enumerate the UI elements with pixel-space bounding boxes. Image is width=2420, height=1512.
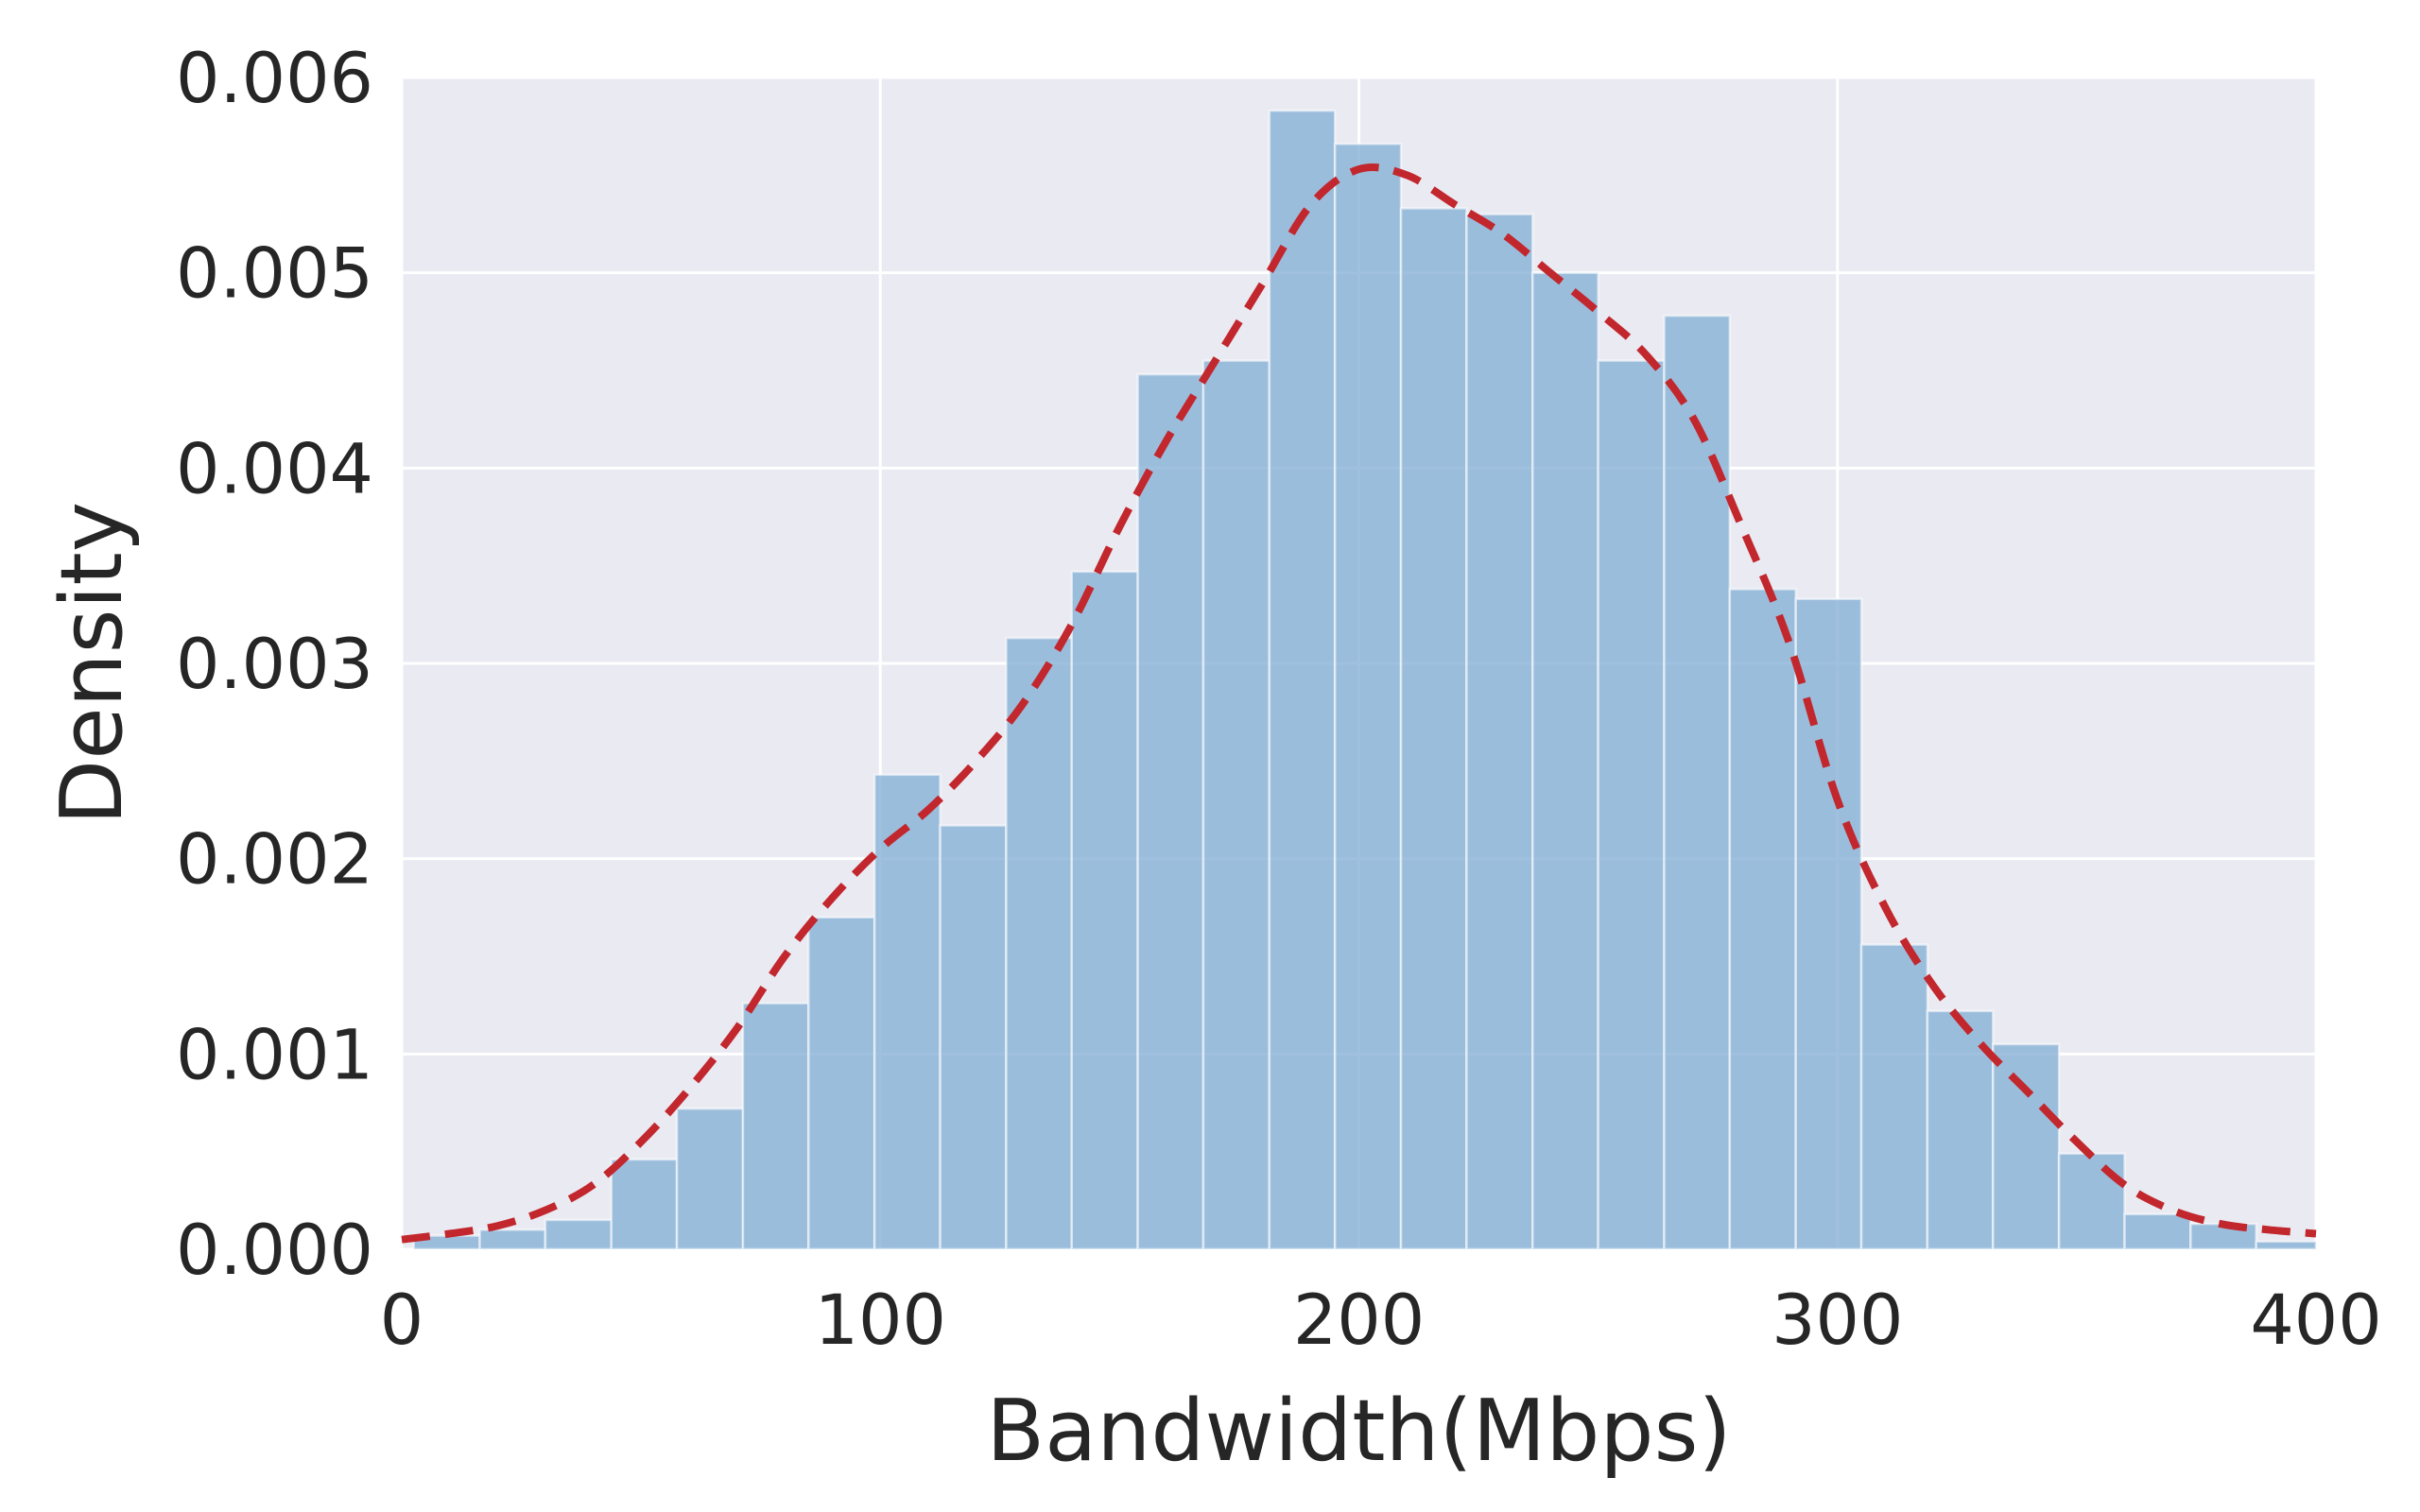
histogram-bar	[1992, 1042, 2061, 1251]
histogram-bar	[1333, 143, 1403, 1251]
histogram-bar	[1399, 207, 1468, 1251]
histogram-bar	[1201, 359, 1271, 1251]
histogram-bar	[939, 824, 1008, 1251]
histogram-bar	[1465, 213, 1534, 1251]
histogram-bar	[1531, 271, 1599, 1251]
x-tick-labels: 0 100 200 300 400	[380, 1280, 2382, 1361]
y-tick-label: 0.004	[176, 429, 373, 509]
y-tick-label: 0.003	[176, 625, 373, 705]
histogram-bar	[1070, 570, 1139, 1251]
histogram-bar	[1136, 372, 1205, 1251]
histogram-bar	[1005, 636, 1074, 1251]
histogram-bar	[1859, 943, 1929, 1251]
histogram-bar	[873, 773, 942, 1251]
x-tick-label: 400	[2250, 1280, 2381, 1361]
y-tick-label: 0.001	[176, 1015, 373, 1095]
y-axis-label: Density	[43, 502, 142, 825]
histogram-bar	[478, 1228, 547, 1251]
histogram-bar	[2255, 1240, 2318, 1251]
x-axis-label: Bandwidth(Mbps)	[986, 1382, 1731, 1481]
histogram-bar	[1728, 588, 1797, 1251]
x-tick-label: 200	[1293, 1280, 1425, 1361]
histogram-bar	[1663, 314, 1732, 1251]
histogram-bar	[1597, 359, 1666, 1251]
density-curve	[401, 163, 2317, 1244]
histogram-bar	[1268, 109, 1337, 1251]
y-tick-labels: 0.000 0.001 0.002 0.003 0.004 0.005 0.006	[176, 39, 373, 1291]
histogram-bar	[675, 1107, 745, 1251]
histogram-bar	[741, 1002, 810, 1251]
histogram-bar	[2057, 1152, 2126, 1251]
histogram-bars	[412, 109, 2318, 1251]
y-tick-label: 0.006	[176, 39, 373, 119]
x-tick-label: 100	[815, 1280, 946, 1361]
histogram-bar	[544, 1218, 613, 1251]
histogram-bar	[2123, 1212, 2192, 1251]
histogram-bar	[807, 916, 876, 1251]
histogram-bar	[1794, 597, 1863, 1251]
y-tick-label: 0.005	[176, 234, 373, 315]
y-tick-label: 0.002	[176, 820, 373, 901]
x-tick-label: 0	[380, 1280, 424, 1361]
density-curve-layer	[401, 163, 2317, 1244]
x-tick-label: 300	[1772, 1280, 1903, 1361]
histogram-bar	[610, 1158, 679, 1251]
y-tick-label: 0.000	[176, 1211, 373, 1291]
